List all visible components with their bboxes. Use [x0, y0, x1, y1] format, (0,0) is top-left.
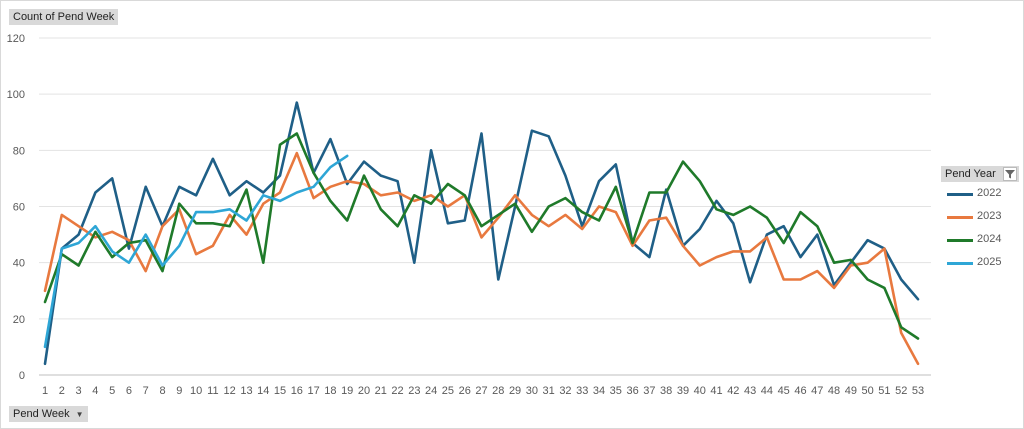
legend-swatch — [947, 193, 973, 196]
x-tick-label: 53 — [912, 385, 924, 397]
x-tick-label: 26 — [459, 385, 471, 397]
axis-field-label: Pend Week — [13, 408, 70, 420]
series-line-2023 — [43, 151, 920, 366]
x-tick-label: 5 — [109, 385, 115, 397]
x-tick-label: 23 — [408, 385, 420, 397]
x-tick-label: 31 — [543, 385, 555, 397]
x-tick-label: 7 — [143, 385, 149, 397]
x-tick-label: 20 — [358, 385, 370, 397]
x-tick-label: 8 — [159, 385, 165, 397]
x-tick-label: 29 — [509, 385, 521, 397]
legend-label: 2022 — [977, 187, 1002, 199]
x-tick-label: 41 — [710, 385, 722, 397]
x-tick-label: 32 — [559, 385, 571, 397]
dropdown-arrow-icon: ▼ — [75, 410, 84, 419]
x-tick-label: 14 — [257, 385, 269, 397]
x-tick-label: 25 — [442, 385, 454, 397]
x-tick-label: 10 — [190, 385, 202, 397]
y-tick-label: 100 — [7, 89, 25, 101]
x-tick-label: 45 — [778, 385, 790, 397]
legend-swatch — [947, 216, 973, 219]
x-tick-label: 35 — [610, 385, 622, 397]
y-tick-label: 0 — [19, 370, 25, 382]
x-tick-label: 12 — [224, 385, 236, 397]
legend-label: 2024 — [977, 233, 1002, 245]
value-field-button[interactable]: Count of Pend Week — [9, 9, 119, 25]
x-tick-label: 1 — [42, 385, 48, 397]
x-tick-label: 33 — [576, 385, 588, 397]
x-tick-label: 3 — [76, 385, 82, 397]
y-tick-label: 60 — [13, 202, 25, 214]
x-tick-label: 42 — [727, 385, 739, 397]
x-tick-label: 40 — [694, 385, 706, 397]
legend-swatch — [947, 262, 973, 265]
x-tick-label: 27 — [475, 385, 487, 397]
x-tick-label: 52 — [895, 385, 907, 397]
x-tick-label: 18 — [324, 385, 336, 397]
x-tick-label: 34 — [593, 385, 605, 397]
x-tick-label: 16 — [291, 385, 303, 397]
x-tick-label: 38 — [660, 385, 672, 397]
filter-icon[interactable] — [1003, 167, 1017, 181]
legend-title: Pend Year — [945, 168, 996, 180]
series-line-2024 — [43, 132, 920, 340]
y-tick-label: 80 — [13, 145, 25, 157]
x-tick-label: 37 — [643, 385, 655, 397]
axis-field-button[interactable]: Pend Week ▼ — [9, 406, 88, 422]
x-tick-label: 21 — [375, 385, 387, 397]
x-tick-label: 19 — [341, 385, 353, 397]
x-tick-label: 2 — [59, 385, 65, 397]
x-tick-label: 46 — [794, 385, 806, 397]
x-tick-label: 4 — [92, 385, 98, 397]
x-tick-label: 17 — [307, 385, 319, 397]
series-line-2022 — [43, 101, 920, 366]
y-tick-label: 20 — [13, 314, 25, 326]
x-tick-label: 24 — [425, 385, 437, 397]
legend-items: 2022 2023 2024 2025 — [941, 182, 1019, 274]
legend-label: 2025 — [977, 256, 1002, 268]
legend-label: 2023 — [977, 210, 1002, 222]
x-tick-label: 22 — [391, 385, 403, 397]
legend-swatch — [947, 239, 973, 242]
legend-item-2024: 2024 — [941, 228, 1019, 251]
x-tick-label: 6 — [126, 385, 132, 397]
series-line-2025 — [43, 154, 349, 349]
x-tick-label: 51 — [878, 385, 890, 397]
x-tick-label: 11 — [207, 385, 218, 397]
legend-item-2025: 2025 — [941, 251, 1019, 274]
legend-item-2023: 2023 — [941, 205, 1019, 228]
y-tick-label: 120 — [7, 33, 25, 45]
x-tick-label: 28 — [492, 385, 504, 397]
x-tick-label: 47 — [811, 385, 823, 397]
y-tick-label: 40 — [13, 258, 25, 270]
x-tick-label: 15 — [274, 385, 286, 397]
x-tick-label: 44 — [761, 385, 773, 397]
x-tick-label: 39 — [677, 385, 689, 397]
x-tick-label: 50 — [862, 385, 874, 397]
x-tick-label: 13 — [240, 385, 252, 397]
x-tick-label: 48 — [828, 385, 840, 397]
legend-item-2022: 2022 — [941, 182, 1019, 205]
x-tick-label: 49 — [845, 385, 857, 397]
x-tick-label: 30 — [526, 385, 538, 397]
legend-field-button[interactable]: Pend Year — [941, 166, 1019, 182]
legend: Pend Year 2022 2023 2024 2025 — [941, 166, 1019, 274]
x-tick-label: 43 — [744, 385, 756, 397]
x-tick-label: 36 — [626, 385, 638, 397]
x-tick-label: 9 — [176, 385, 182, 397]
